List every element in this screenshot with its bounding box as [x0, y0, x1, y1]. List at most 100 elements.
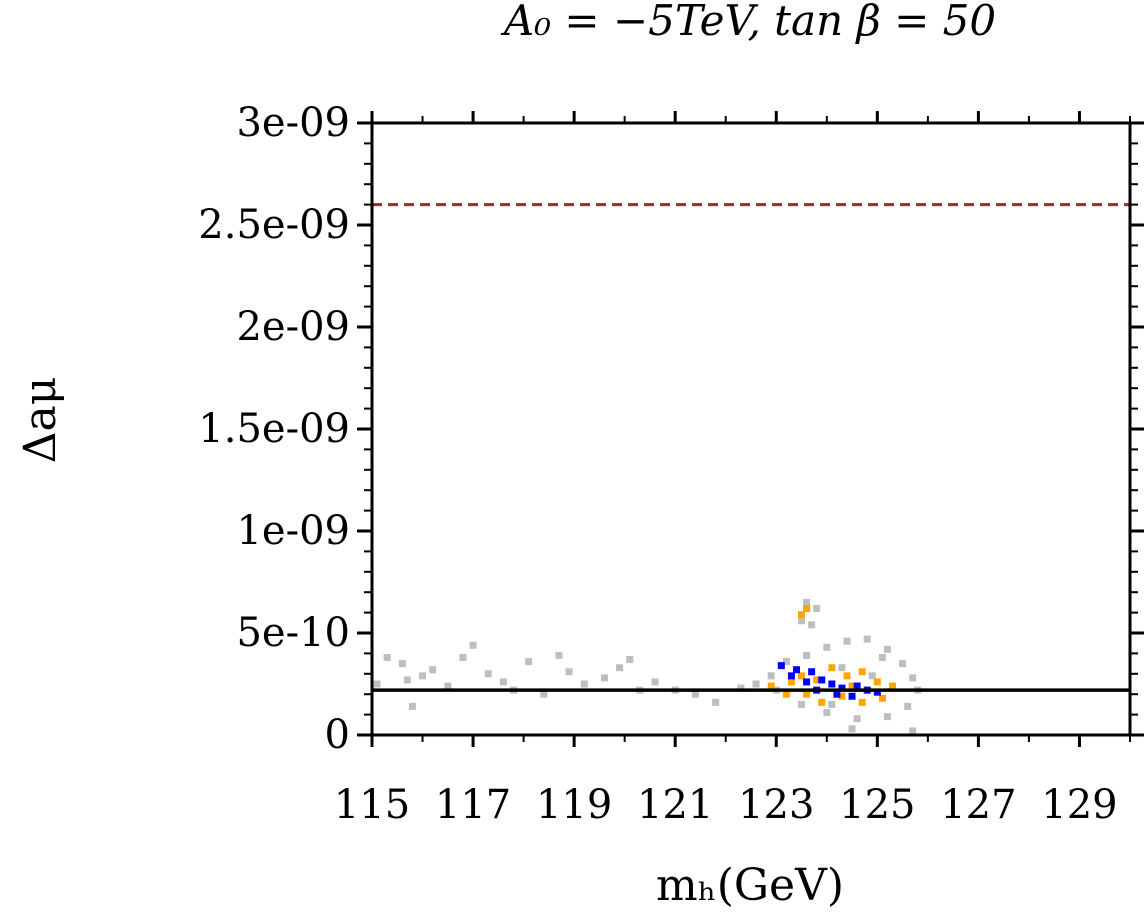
y-tick-label: 3e-09 [236, 100, 350, 146]
data-points-layer [373, 598, 922, 735]
y-tick-label: 2e-09 [236, 304, 350, 350]
data-point [848, 682, 856, 690]
data-point [798, 700, 806, 708]
data-point [873, 688, 881, 696]
data-point [403, 676, 411, 684]
data-point [540, 690, 548, 698]
axis-ticks [357, 111, 1144, 747]
data-point [808, 621, 816, 629]
y-tick-label: 1e-09 [236, 508, 350, 554]
data-point [838, 692, 846, 700]
data-point [803, 678, 811, 686]
data-point [803, 605, 811, 613]
x-tick-label: 119 [536, 782, 612, 828]
data-point [883, 645, 891, 653]
data-point [843, 637, 851, 645]
data-point [823, 709, 831, 717]
data-point [792, 666, 800, 674]
data-point [737, 684, 745, 692]
x-tick-label: 115 [334, 782, 410, 828]
data-point [459, 653, 467, 661]
data-point [828, 700, 836, 708]
data-point [469, 641, 477, 649]
data-point [803, 598, 811, 606]
data-point [909, 674, 917, 682]
data-point [803, 651, 811, 659]
data-point [858, 668, 866, 676]
x-tick-label: 123 [738, 782, 814, 828]
data-point [600, 674, 608, 682]
data-point [444, 682, 452, 690]
x-tick-label: 121 [637, 782, 713, 828]
data-point [858, 698, 866, 706]
data-point [767, 672, 775, 680]
data-point [398, 660, 406, 668]
data-point [899, 660, 907, 668]
data-point [408, 702, 416, 710]
data-point [798, 617, 806, 625]
data-point [616, 664, 624, 672]
data-point [878, 694, 886, 702]
data-point [803, 690, 811, 698]
y-tick-label: 5e-10 [236, 610, 350, 656]
data-point [883, 713, 891, 721]
data-point [863, 635, 871, 643]
data-point [787, 678, 795, 686]
data-point [525, 658, 533, 666]
data-point [818, 676, 826, 684]
data-point [691, 690, 699, 698]
data-point [651, 678, 659, 686]
data-point [798, 672, 806, 680]
data-point [499, 678, 507, 686]
data-point [909, 727, 917, 735]
data-point [818, 698, 826, 706]
x-tick-label: 127 [940, 782, 1016, 828]
data-point [808, 668, 816, 676]
x-axis-title: mₕ(GeV) [656, 860, 844, 911]
data-point [798, 611, 806, 619]
data-point [580, 680, 588, 688]
x-tick-label: 117 [435, 782, 511, 828]
data-point [782, 690, 790, 698]
data-point [888, 682, 896, 690]
data-point [767, 682, 775, 690]
y-tick-label: 2.5e-09 [198, 202, 350, 248]
y-axis-title: Δaμ [15, 377, 66, 464]
data-point [752, 680, 760, 688]
data-point [419, 672, 427, 680]
data-point [782, 658, 790, 666]
data-point [828, 680, 836, 688]
data-point [833, 690, 841, 698]
data-point [555, 651, 563, 659]
data-point [828, 664, 836, 672]
data-point [853, 682, 861, 690]
data-point [373, 680, 381, 688]
data-point [843, 672, 851, 680]
data-point [853, 715, 861, 723]
data-point [813, 676, 821, 684]
data-point [484, 670, 492, 678]
data-point [848, 725, 856, 733]
data-point [777, 662, 785, 670]
data-point [565, 668, 573, 676]
data-point [838, 684, 846, 692]
x-tick-label: 125 [839, 782, 915, 828]
x-tick-label: 129 [1041, 782, 1117, 828]
y-tick-label: 0 [325, 712, 350, 758]
data-point [838, 664, 846, 672]
data-point [787, 672, 795, 680]
data-point [813, 605, 821, 613]
data-point [873, 678, 881, 686]
data-point [878, 653, 886, 661]
data-point [429, 666, 437, 674]
data-point [383, 653, 391, 661]
data-point [868, 672, 876, 680]
plot-frame [370, 121, 1132, 737]
chart-title: A₀ = −5TeV, tan β = 50 [500, 0, 996, 45]
data-point [712, 698, 720, 706]
reference-lines-layer [372, 203, 1130, 692]
y-tick-label: 1.5e-09 [198, 406, 350, 452]
data-point [626, 656, 634, 664]
data-point [848, 692, 856, 700]
